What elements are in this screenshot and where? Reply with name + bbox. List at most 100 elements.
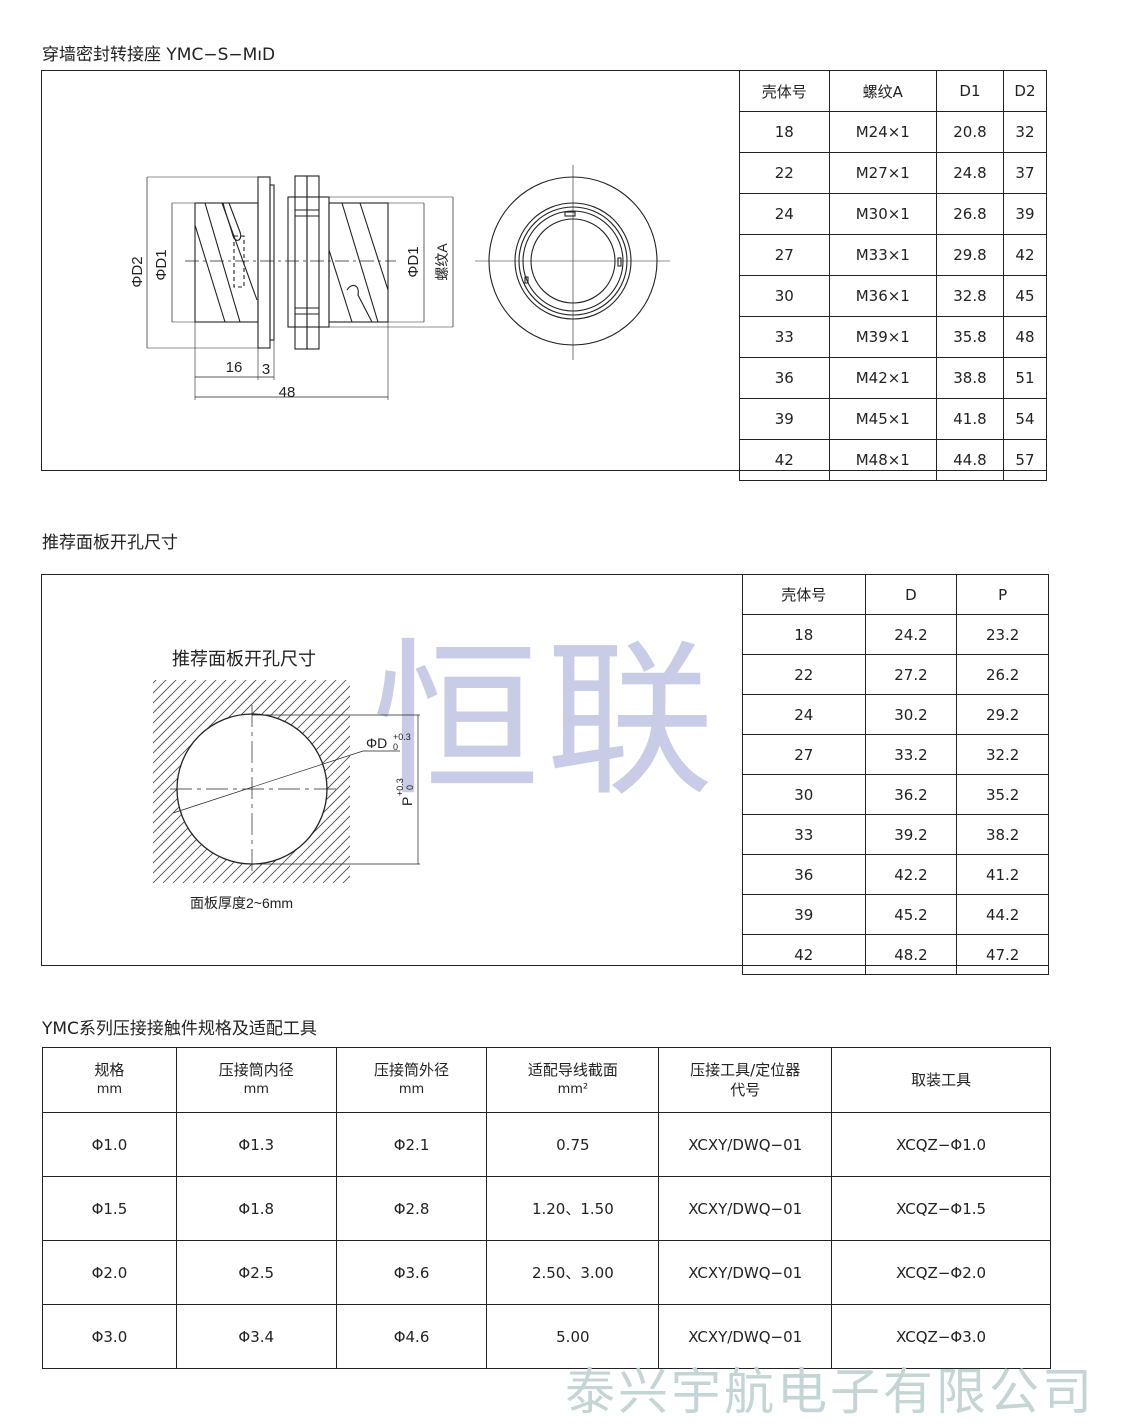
table-row: 27 M33×1 29.8 42 <box>739 234 1048 276</box>
table-cell: 24 <box>739 193 830 235</box>
table-cell: 32.2 <box>956 734 1049 775</box>
table-cell: XCXY/DWQ−01 <box>658 1304 833 1369</box>
table-row: 42 48.2 47.2 <box>742 934 1049 975</box>
cutout-label-p: P <box>399 797 415 806</box>
hatch-line <box>153 680 187 714</box>
table-cell: 20.8 <box>935 111 1004 153</box>
table-header-row: 壳体号 螺纹A D1 D2 <box>739 70 1048 112</box>
dim-label-d2: ΦD2 <box>129 256 146 287</box>
hatch-line <box>0 673 153 883</box>
table-cell: Φ3.6 <box>335 1240 488 1305</box>
table-row: Φ1.5 Φ1.8 Φ2.8 1.20、1.50 XCXY/DWQ−01 XCQZ−Φ1.… <box>42 1176 1051 1241</box>
hatch-line <box>153 680 177 704</box>
table-cell: Φ2.1 <box>335 1112 488 1177</box>
table-cell: 23.2 <box>956 614 1049 655</box>
table-row: Φ1.0 Φ1.3 Φ2.1 0.75 XCXY/DWQ−01 XCQZ−Φ1.0 <box>42 1112 1051 1177</box>
table-cell: 44.2 <box>956 894 1049 935</box>
panel-cutout-figure <box>0 673 420 883</box>
table-cell: 18 <box>742 614 866 655</box>
header-cell: 压接筒内径 mm <box>175 1047 337 1113</box>
header-main: 适配导线截面 <box>527 1061 618 1079</box>
table-cell: 33.2 <box>864 734 958 775</box>
table-row: 22 27.2 26.2 <box>742 654 1049 695</box>
table-cell: M33×1 <box>828 234 937 276</box>
header-cell: D1 <box>935 70 1004 112</box>
header-sub: 代号 <box>730 1081 761 1099</box>
hatch-line <box>0 673 143 883</box>
table-cell: Φ4.6 <box>335 1304 488 1369</box>
table-cell: 22 <box>739 152 830 194</box>
hatch-line <box>153 680 257 784</box>
cutout-tol-p-upper: +0.3 <box>395 778 405 796</box>
table-cell: Φ1.0 <box>42 1112 177 1177</box>
table-cell: 27 <box>739 234 830 276</box>
hatch-line <box>282 815 350 883</box>
header-cell: 压接工具/定位器 代号 <box>658 1047 833 1113</box>
table-cell: 32.8 <box>935 275 1004 317</box>
header-main: 压接筒内径 <box>218 1061 294 1079</box>
hatch-line <box>153 680 227 754</box>
table-cell: 36 <box>742 854 866 895</box>
table-cell: 24 <box>742 694 866 735</box>
table-cell: 5.00 <box>486 1304 660 1369</box>
table-cell: M45×1 <box>828 398 937 440</box>
panel-cutout-drawing-box <box>41 574 1049 966</box>
table-cell: XCQZ−Φ1.0 <box>831 1112 1051 1177</box>
table-cell: 18 <box>739 111 830 153</box>
table-cell: 30.2 <box>864 694 958 735</box>
table-row: 27 33.2 32.2 <box>742 734 1049 775</box>
hatch-line <box>312 845 350 883</box>
table-cell: M24×1 <box>828 111 937 153</box>
table-cell: XCXY/DWQ−01 <box>658 1240 833 1305</box>
header-main: 压接工具/定位器 <box>690 1061 801 1079</box>
header-cell: 螺纹A <box>828 70 937 112</box>
table-cell: 44.8 <box>935 439 1004 481</box>
table-cell: Φ2.0 <box>42 1240 177 1305</box>
table-row: 30 36.2 35.2 <box>742 774 1049 815</box>
hatch-line <box>153 680 207 734</box>
cutout-label-d: ΦD <box>366 735 387 751</box>
header-sub: mm <box>398 1082 425 1097</box>
table-cell: 39 <box>742 894 866 935</box>
table-cell: Φ2.8 <box>335 1176 488 1241</box>
table-cell: 54 <box>1002 398 1048 440</box>
table-cell: XCXY/DWQ−01 <box>658 1112 833 1177</box>
dim-label-3: 3 <box>262 361 270 378</box>
header-main: 取装工具 <box>911 1071 972 1089</box>
table-row: 39 M45×1 41.8 54 <box>739 398 1048 440</box>
table-cell: 38.2 <box>956 814 1049 855</box>
section-title-panel-cutout: 推荐面板开孔尺寸 <box>42 533 178 553</box>
hatch-line <box>153 680 217 744</box>
feedthrough-spec-table: 壳体号 螺纹A D1 D2 18 M24×1 20.8 32 22 M27×1 24.8 37 24 M3… <box>739 70 1048 481</box>
hatch-line <box>153 680 197 724</box>
table-cell: 26.2 <box>956 654 1049 695</box>
table-cell: 27 <box>742 734 866 775</box>
table-cell: Φ3.0 <box>42 1304 177 1369</box>
table-row: 36 42.2 41.2 <box>742 854 1049 895</box>
header-main: 规格 <box>94 1061 125 1079</box>
table-cell: 24.2 <box>864 614 958 655</box>
table-cell: M48×1 <box>828 439 937 481</box>
table-row: 42 M48×1 44.8 57 <box>739 439 1048 481</box>
table-cell: 37 <box>1002 152 1048 194</box>
header-cell: 规格 mm <box>42 1047 177 1113</box>
table-row: 24 M30×1 26.8 39 <box>739 193 1048 235</box>
table-row: 18 24.2 23.2 <box>742 614 1049 655</box>
dim-label-thread: 螺纹A <box>434 243 450 281</box>
header-cell: 壳体号 <box>739 70 830 112</box>
table-cell: Φ1.8 <box>175 1176 337 1241</box>
table-cell: 42 <box>1002 234 1048 276</box>
header-sub: mm <box>96 1082 123 1097</box>
dim-label-d1-right: ΦD1 <box>405 246 422 277</box>
cutout-tol-p-lower: 0 <box>405 785 415 790</box>
table-cell: 41.8 <box>935 398 1004 440</box>
hatch-line <box>302 835 350 883</box>
table-cell: 42 <box>742 934 866 975</box>
cutout-tol-d-upper: +0.3 <box>393 732 411 742</box>
hatch-line <box>153 680 157 684</box>
feedthrough-drawing-box <box>41 70 1047 471</box>
section-title-crimp-contacts: YMC系列压接接触件规格及适配工具 <box>42 1019 317 1039</box>
table-cell: 35.8 <box>935 316 1004 358</box>
hatch-line <box>292 825 350 883</box>
table-cell: 0.75 <box>486 1112 660 1177</box>
